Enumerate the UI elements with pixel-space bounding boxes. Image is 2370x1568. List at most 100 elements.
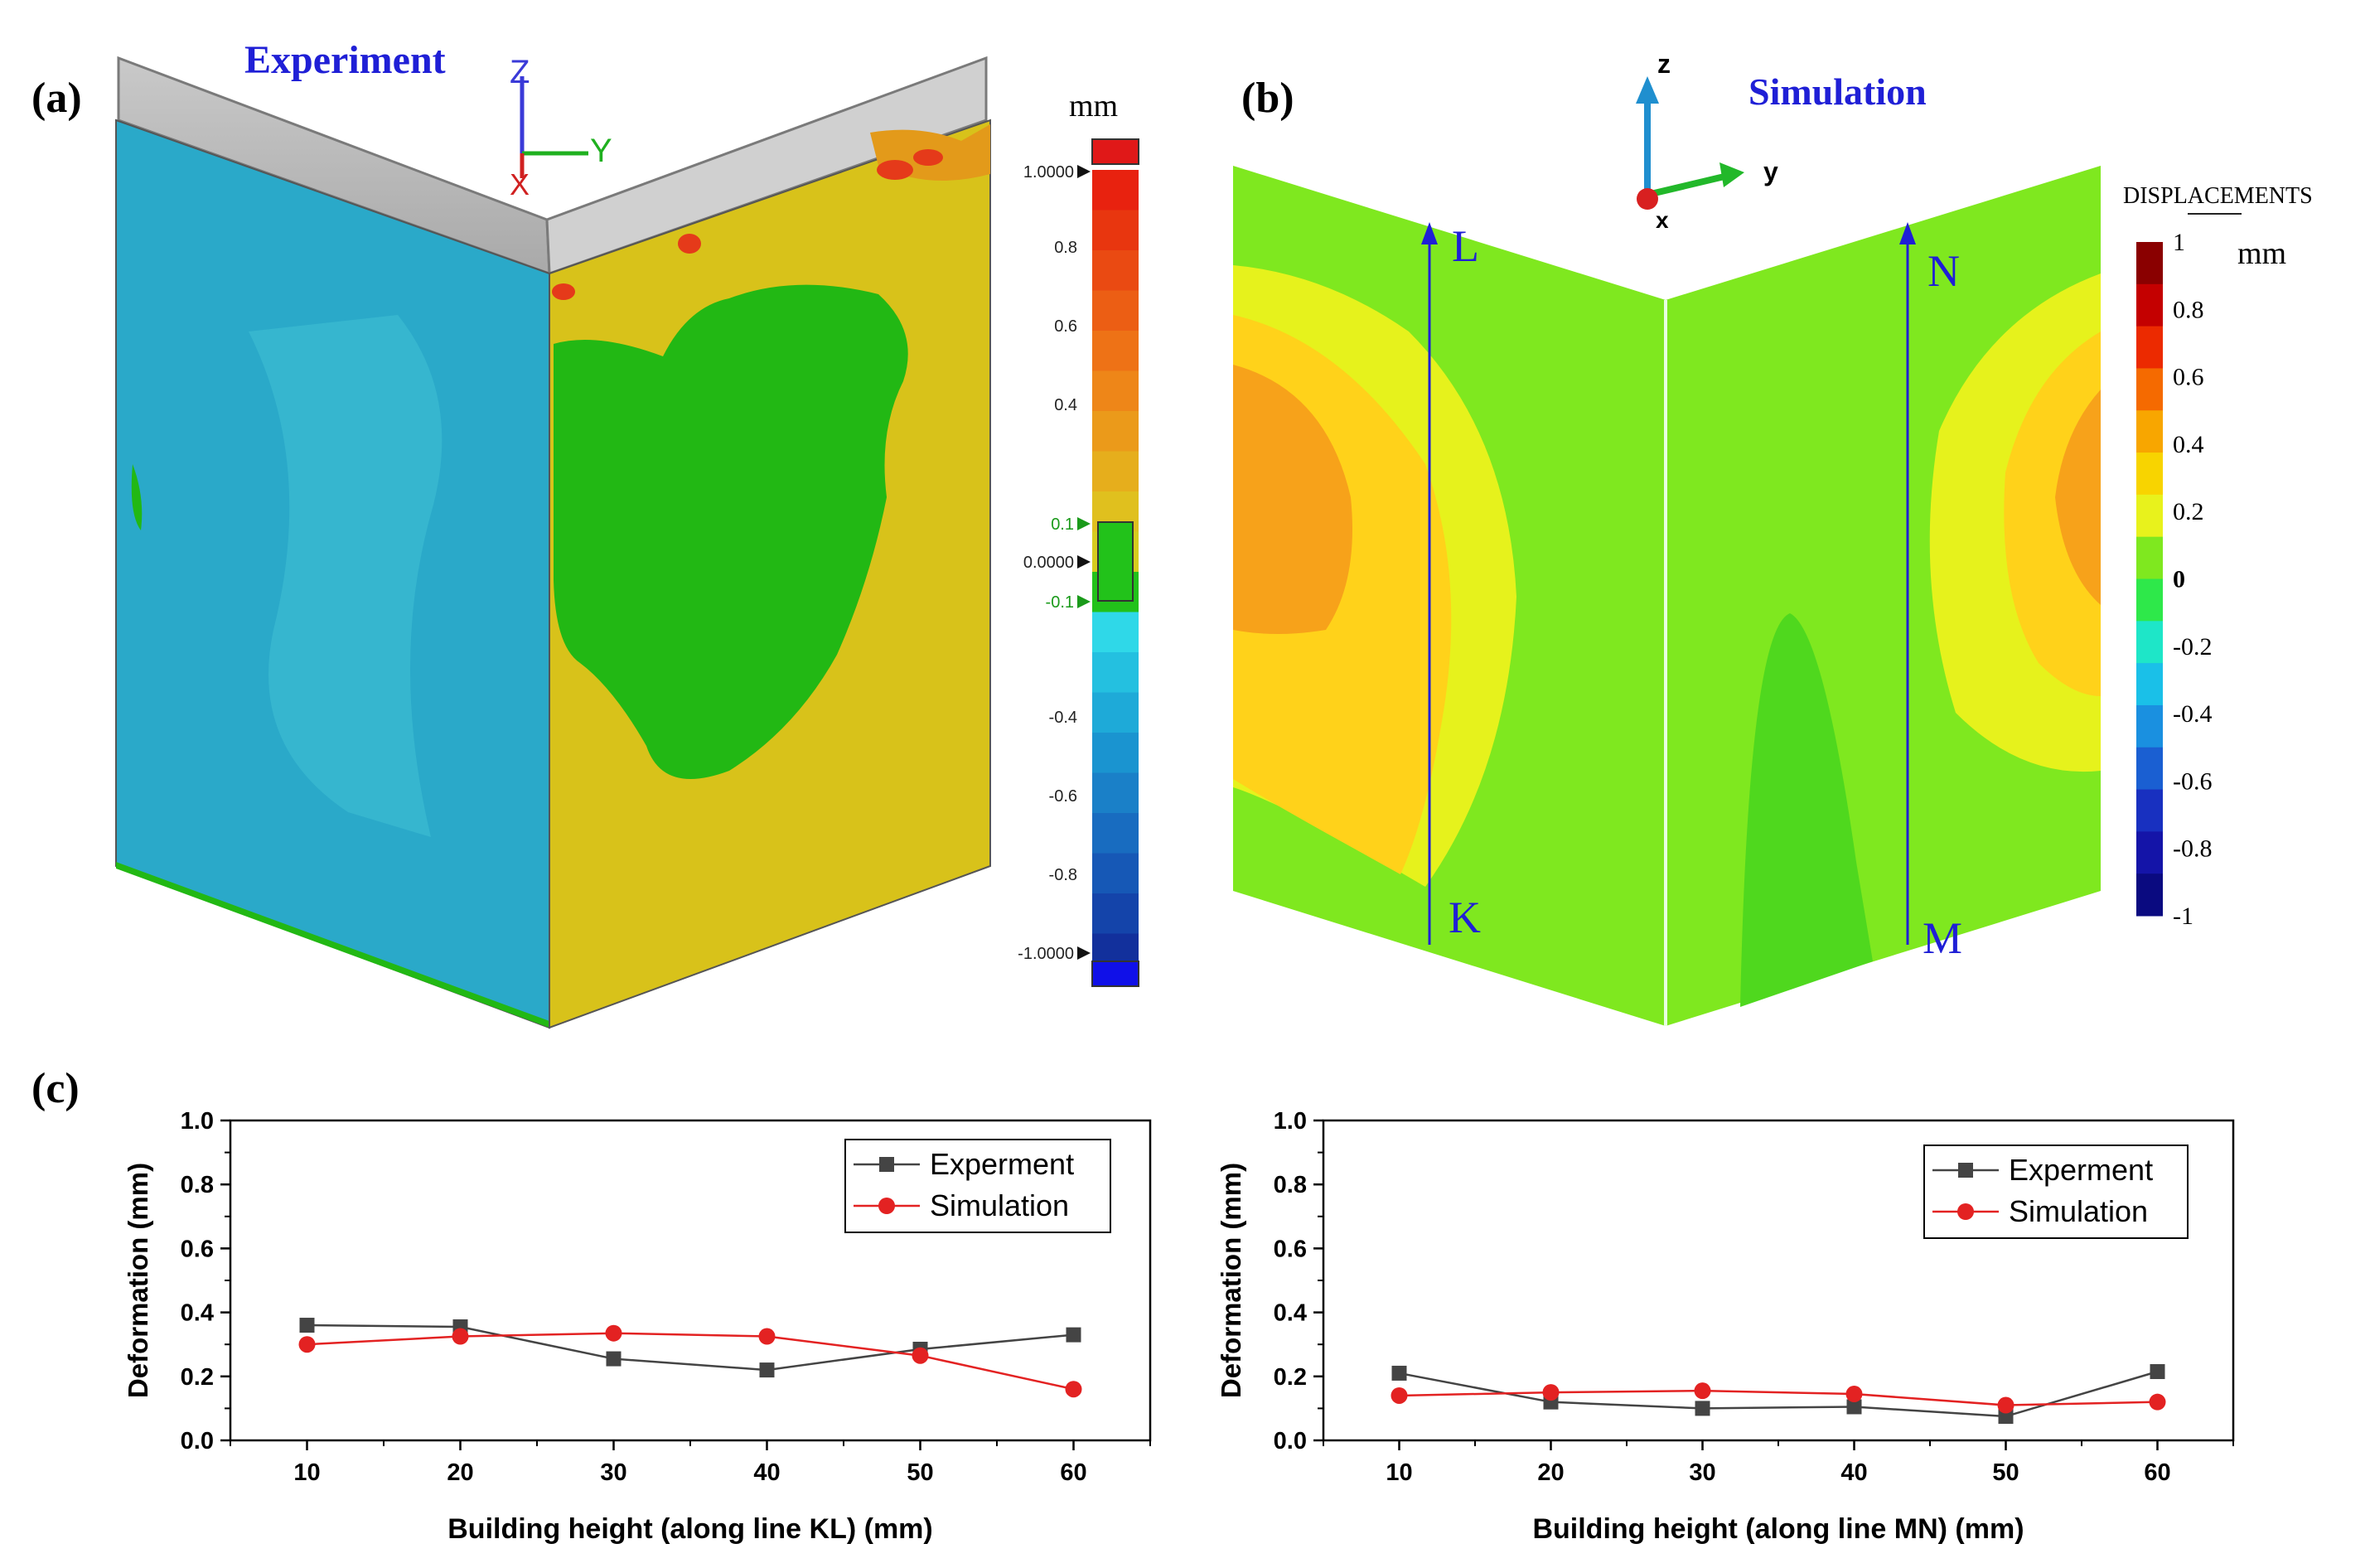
hotspot-4 bbox=[913, 149, 943, 166]
data-point-simulation bbox=[298, 1336, 316, 1353]
y-tick-label: 0.2 bbox=[1274, 1364, 1307, 1391]
data-point-experment bbox=[1066, 1327, 1081, 1343]
legend-label: Simulation bbox=[2009, 1194, 2148, 1228]
colorbar-b-seg-7 bbox=[2136, 536, 2163, 579]
data-point-experment bbox=[759, 1362, 775, 1378]
label-n: N bbox=[1927, 246, 1960, 296]
colorbar-a-tick-4: 0.1 bbox=[1051, 515, 1074, 534]
series-line-experment bbox=[307, 1324, 1074, 1372]
sim-wall-right-gold bbox=[2004, 332, 2101, 696]
x-tick-label: 50 bbox=[1992, 1459, 2019, 1486]
sim-wall-right-orange bbox=[2055, 390, 2101, 605]
colorbar-b-tick-2: 0.6 bbox=[2173, 364, 2204, 391]
x-tick-label: 10 bbox=[293, 1459, 320, 1486]
y-tick-label: 0.8 bbox=[181, 1172, 214, 1198]
colorbar-a-seg-5 bbox=[1092, 370, 1139, 412]
data-point-simulation bbox=[758, 1328, 776, 1345]
y-tick-label: 0.4 bbox=[181, 1300, 214, 1327]
colorbar-a-seg-12 bbox=[1092, 652, 1139, 693]
label-l: L bbox=[1452, 221, 1479, 271]
colorbar-a-seg-13 bbox=[1092, 692, 1139, 733]
data-point-simulation bbox=[1997, 1396, 2014, 1414]
data-point-experment bbox=[1695, 1401, 1710, 1416]
colorbar-b-tick-1: 0.8 bbox=[2173, 296, 2204, 323]
x-tick-label: 20 bbox=[1537, 1459, 1564, 1486]
panel-b-label: (b) bbox=[1241, 75, 1294, 122]
colorbar-a-under bbox=[1091, 961, 1139, 987]
hotspot-2 bbox=[678, 234, 701, 254]
y-tick-label: 0.6 bbox=[181, 1236, 214, 1262]
colorbar-a-seg-0 bbox=[1092, 170, 1139, 211]
line-mn-arrow bbox=[1899, 222, 1916, 244]
rail-right bbox=[545, 56, 988, 276]
legend-marker bbox=[1957, 1203, 1974, 1220]
x-axis-label: Building height (along line KL) (mm) bbox=[447, 1513, 933, 1545]
colorbar-a-seg-7 bbox=[1092, 451, 1139, 492]
y-tick-label: 1.0 bbox=[181, 1108, 214, 1135]
colorbar-a-tick-1: 0.8 bbox=[1054, 239, 1077, 257]
chart-mn: 0.0 0.2 0.4 0.6 0.8 1.0 10 20 30 40 50 60 Building h… bbox=[1216, 1108, 2235, 1545]
colorbar-b-unit: mm bbox=[2237, 236, 2286, 271]
colorbar-b-seg-3 bbox=[2136, 368, 2163, 411]
data-point-experment bbox=[299, 1318, 315, 1333]
legend-label: Experment bbox=[930, 1147, 1074, 1181]
data-point-experment bbox=[1998, 1409, 2014, 1425]
panel-c: (c) 0.0 0.2 0.4 0.6 0.8 1.0 10 20 30 40 50 60 Buildi… bbox=[31, 1065, 2235, 1545]
data-point-simulation bbox=[452, 1328, 469, 1345]
wall-right-green-region bbox=[554, 284, 908, 779]
series-line-simulation bbox=[1399, 1389, 2158, 1406]
colorbar-a-marker-6 bbox=[1077, 595, 1091, 608]
legend-box bbox=[1923, 1145, 2189, 1239]
series-line-experment bbox=[1399, 1370, 2158, 1418]
data-point-simulation bbox=[912, 1347, 929, 1364]
legend-marker bbox=[879, 1157, 894, 1172]
x-axis-label: Building height (along line MN) (mm) bbox=[1532, 1513, 2024, 1545]
wall-left-bottom-edge bbox=[116, 862, 549, 1028]
colorbar-a-seg-4 bbox=[1092, 331, 1139, 371]
colorbar-b-tick-4: 0.2 bbox=[2173, 498, 2204, 525]
colorbar-b-seg-9 bbox=[2136, 621, 2163, 664]
colorbar-a-seg-6 bbox=[1092, 411, 1139, 452]
series-line-simulation bbox=[307, 1332, 1074, 1391]
hotspot-3 bbox=[877, 160, 913, 180]
colorbar-a-tick-3: 0.4 bbox=[1054, 396, 1077, 414]
legend-marker bbox=[1958, 1163, 1973, 1178]
colorbar-b-tick-3: 0.4 bbox=[2173, 431, 2204, 458]
colorbar-a-seg-3 bbox=[1092, 290, 1139, 332]
colorbar-b-seg-0 bbox=[2136, 242, 2163, 285]
colorbar-a-tick-2: 0.6 bbox=[1054, 317, 1077, 336]
colorbar-a-tick-7: -0.4 bbox=[1049, 709, 1077, 727]
colorbar-b-tick-6: -0.2 bbox=[2173, 633, 2213, 661]
y-axis-label: Deformation (mm) bbox=[123, 1163, 153, 1398]
colorbar-a-seg-18 bbox=[1092, 893, 1139, 934]
colorbar-a-tick-0: 1.0000 bbox=[1023, 163, 1074, 181]
colorbar-a-marker-10 bbox=[1077, 946, 1091, 960]
y-axis-label: Deformation (mm) bbox=[1216, 1163, 1246, 1398]
colorbar-b-seg-5 bbox=[2136, 452, 2163, 496]
colorbar-a-seg-17 bbox=[1092, 853, 1139, 894]
colorbar-b-tick-8: -0.6 bbox=[2173, 767, 2213, 795]
panel-b: (b) Simulation L K N M z y x bbox=[1233, 49, 2313, 1026]
colorbar-a-tick-5: 0.0000 bbox=[1023, 554, 1074, 572]
label-m: M bbox=[1923, 913, 1962, 963]
axis-x-label-b: x bbox=[1656, 207, 1669, 233]
colorbar-a-marker-0 bbox=[1077, 165, 1091, 178]
data-point-simulation bbox=[1065, 1381, 1082, 1398]
colorbar-a-zero-band bbox=[1097, 521, 1134, 602]
colorbar-b-seg-10 bbox=[2136, 663, 2163, 706]
colorbar-b-seg-12 bbox=[2136, 747, 2163, 791]
colorbar-b-seg-6 bbox=[2136, 494, 2163, 538]
colorbar-b-seg-14 bbox=[2136, 831, 2163, 874]
colorbar-b-tick-0: 1 bbox=[2173, 229, 2185, 256]
colorbar-b-seg-4 bbox=[2136, 410, 2163, 453]
colorbar-b-seg-1 bbox=[2136, 283, 2163, 327]
colorbar-a-seg-15 bbox=[1092, 772, 1139, 814]
wall-left-patch bbox=[249, 315, 443, 837]
colorbar-a-tick-10: -1.0000 bbox=[1018, 945, 1074, 963]
axis-z-label-a: Z bbox=[510, 54, 530, 90]
y-tick-label: 0.2 bbox=[181, 1364, 214, 1391]
data-point-experment bbox=[1391, 1365, 1407, 1381]
colorbar-a-marker-4 bbox=[1077, 517, 1091, 530]
